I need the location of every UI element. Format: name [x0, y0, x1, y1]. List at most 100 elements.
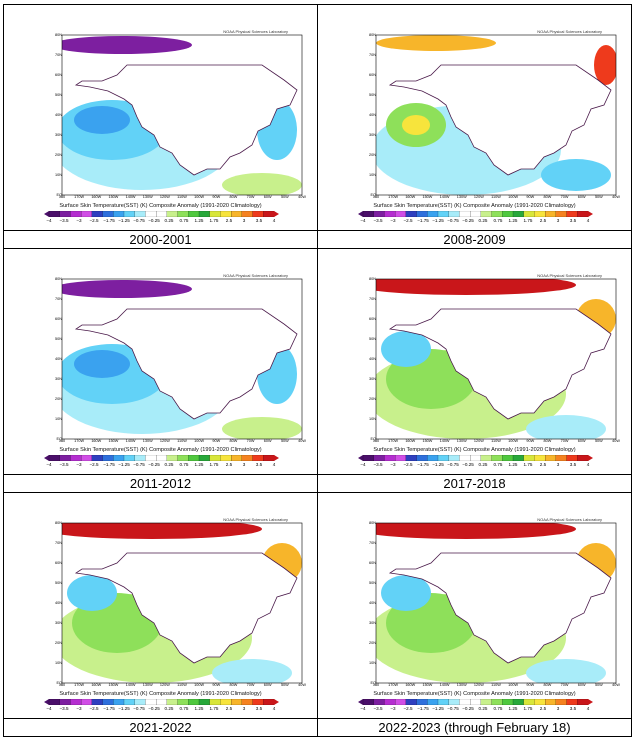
latitude-label: 30N	[55, 377, 62, 381]
colorbar	[358, 211, 593, 217]
colorbar-tick-label: −3.5	[59, 218, 69, 223]
colorbar-segment	[459, 699, 471, 705]
colorbar-tick-label: 1.25	[194, 218, 204, 223]
colorbar-segment	[252, 211, 264, 217]
latitude-label: 20N	[55, 397, 62, 401]
anomaly-region	[222, 173, 302, 195]
longitude-label: 140W	[125, 195, 136, 199]
longitude-label: 90W	[212, 683, 221, 687]
sst-anomaly-map-svg	[61, 34, 303, 196]
latitude-label: EQ	[370, 437, 377, 441]
colorbar-segment	[555, 455, 567, 461]
latitude-label: 80N	[369, 33, 376, 37]
colorbar-tick-label: 4	[586, 218, 590, 223]
panel-caption: 2022-2023 (through February 18)	[317, 718, 632, 737]
anomaly-region	[381, 331, 431, 367]
colorbar-tick-label: −1.75	[417, 706, 429, 711]
colorbar-segment	[577, 699, 589, 705]
colorbar-segment	[448, 699, 460, 705]
longitude-label: 100W	[194, 683, 205, 687]
colorbar-segment	[48, 455, 61, 461]
colorbar-segment	[512, 455, 525, 461]
colorbar-tick-label: −4	[46, 462, 52, 467]
map-subtitle: Surface Skin Temperature(SST) (K) Compos…	[373, 691, 576, 697]
longitude-label: 80W	[229, 195, 238, 199]
colorbar-tick-label: −1.75	[103, 462, 115, 467]
colorbar-segment	[384, 211, 396, 217]
colorbar-segment	[188, 699, 200, 705]
colorbar-segment	[145, 455, 157, 461]
colorbar-tick-label: 0.25	[164, 218, 174, 223]
longitude-labels: 180 170W 160W 150W 140W 130W 120W 110W 100W 90W 80…	[59, 439, 306, 445]
colorbar-tick-labels: −4 −3.5 −3 −2.5 −1.75 −1.25 −0.75 −0.25 0.25 0.75…	[358, 218, 593, 225]
colorbar-tick-label: 1.25	[508, 462, 518, 467]
colorbar-segment	[220, 699, 232, 705]
colorbar-tick-label: −1.25	[432, 462, 444, 467]
colorbar-segment	[566, 211, 578, 217]
colorbar-tick-label: 2.5	[539, 218, 547, 223]
colorbar-segment	[427, 211, 439, 217]
colorbar-segment	[502, 455, 514, 461]
caption-row: 2011-2012 2017-2018	[3, 474, 632, 493]
colorbar-tick-label: 3.5	[569, 462, 577, 467]
colorbar-segment	[480, 455, 492, 461]
longitude-label: 90W	[526, 439, 535, 443]
longitude-label: 70W	[246, 683, 255, 687]
map-frame	[375, 278, 617, 440]
longitude-label: 150W	[422, 439, 433, 443]
longitude-labels: 180 170W 160W 150W 140W 130W 120W 110W 100W 90W 80…	[59, 683, 306, 689]
colorbar-arrow-low	[358, 699, 363, 705]
colorbar-segment	[405, 211, 417, 217]
colorbar-segment	[384, 699, 396, 705]
colorbar-tick-label: −1.25	[118, 218, 130, 223]
colorbar-tick-label: 1.75	[523, 706, 533, 711]
longitude-label: 60W	[263, 683, 272, 687]
colorbar-segment	[470, 211, 482, 217]
anomaly-region	[376, 523, 576, 539]
colorbar-segment	[102, 211, 114, 217]
colorbar-segment	[405, 455, 417, 461]
latitude-label: 60N	[369, 317, 376, 321]
colorbar-segment	[166, 455, 178, 461]
colorbar-segment	[416, 699, 428, 705]
longitude-label: 110W	[491, 195, 501, 199]
colorbar-tick-label: 1.25	[508, 218, 518, 223]
colorbar-arrow-high	[274, 699, 279, 705]
longitude-label: 80W	[229, 439, 238, 443]
map-row: NOAA Physical Sciences Laboratory 180 170W…	[3, 4, 632, 231]
longitude-label: 100W	[194, 439, 205, 443]
anomaly-map: NOAA Physical Sciences Laboratory 180 170W…	[318, 5, 631, 230]
map-panel-3: NOAA Physical Sciences Laboratory 180 170W…	[3, 248, 318, 475]
longitude-label: 170W	[74, 195, 85, 199]
colorbar-segment	[123, 699, 136, 705]
colorbar-segment	[523, 455, 535, 461]
latitude-label: 20N	[369, 153, 376, 157]
map-panel-4: NOAA Physical Sciences Laboratory 180 170W…	[317, 248, 632, 475]
colorbar-segment	[263, 455, 275, 461]
colorbar-segment	[416, 455, 428, 461]
colorbar-segment	[405, 699, 417, 705]
longitude-label: 50W	[594, 683, 603, 687]
colorbar-segment	[534, 211, 546, 217]
colorbar-segment	[555, 699, 567, 705]
colorbar-tick-label: −2.5	[403, 218, 413, 223]
colorbar-tick-label: −3	[76, 706, 82, 711]
anomaly-map: NOAA Physical Sciences Laboratory 180 170W…	[4, 249, 317, 474]
colorbar-tick-label: −0.75	[447, 462, 459, 467]
colorbar-segment	[70, 699, 82, 705]
longitude-label: 50W	[280, 439, 289, 443]
colorbar	[44, 211, 279, 217]
map-source-header: NOAA Physical Sciences Laboratory	[222, 273, 289, 278]
latitude-labels: 80N 70N 60N 50N 40N 30N 20N 10N EQ	[368, 277, 377, 441]
latitude-label: 40N	[369, 113, 376, 117]
caption-row: 2021-2022 2022-2023 (through February 18)	[3, 718, 632, 737]
colorbar-segment	[145, 699, 157, 705]
colorbar-tick-label: 3.5	[569, 218, 577, 223]
colorbar-segment	[448, 211, 460, 217]
latitude-label: EQ	[56, 193, 63, 197]
longitude-label: 120W	[159, 683, 170, 687]
latitude-label: 70N	[55, 297, 62, 301]
colorbar-segment	[566, 699, 578, 705]
latitude-label: 10N	[55, 173, 62, 177]
map-panel-2: NOAA Physical Sciences Laboratory 180 170W…	[317, 4, 632, 231]
